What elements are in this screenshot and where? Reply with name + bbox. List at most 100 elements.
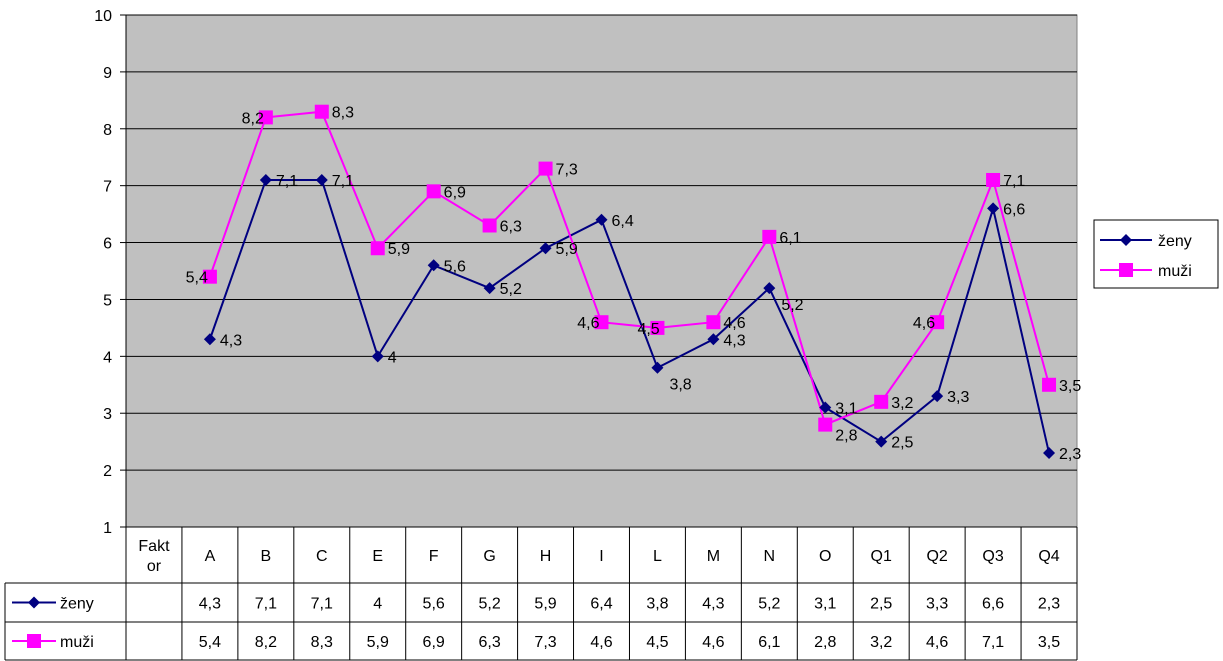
data-label: 4,6 [577,315,599,332]
category-label: F [429,548,439,565]
series-line-zeny [208,178,1051,454]
table-cell: 8,3 [311,634,333,651]
data-point [762,229,777,244]
data-label: 6,3 [500,218,522,235]
data-point [763,282,776,295]
data-point [426,184,441,199]
table-cell: 3,3 [926,596,948,613]
table-cell: 7,1 [255,596,277,613]
category-label: E [372,548,383,565]
category-label: or [147,558,162,575]
table-cell: 4,3 [702,596,724,613]
table-cell: 2,5 [870,596,892,613]
y-tick-label: 1 [103,520,112,537]
data-label: 4,5 [637,321,659,338]
data-label: 6,6 [1003,201,1025,218]
table-cell: 5,9 [367,634,389,651]
y-tick-label: 7 [103,179,112,196]
data-point [650,320,665,335]
category-label: O [819,548,831,565]
data-label: 4,6 [723,315,745,332]
data-label: 3,2 [891,395,913,412]
data-label: 2,8 [835,428,857,445]
data-point [930,315,945,330]
category-label: A [205,548,216,565]
category-label: Q2 [926,548,947,565]
table-cell: 4,3 [199,596,221,613]
data-point [427,259,440,272]
table-cell: 5,4 [199,634,221,651]
y-tick-label: 3 [103,406,112,423]
data-label: 7,1 [1003,173,1025,190]
category-label: Fakt [138,538,170,555]
table-series-name: ženy [60,596,94,613]
data-label: 5,2 [781,297,803,314]
category-label: Q3 [982,548,1003,565]
data-label: 4,6 [913,315,935,332]
table-cell: 6,1 [758,634,780,651]
table-series-name: muži [60,634,94,651]
category-label: I [599,548,603,565]
y-tick-label: 8 [103,122,112,139]
data-point [874,394,889,409]
table-cell: 5,9 [534,596,556,613]
data-point [875,435,888,448]
data-point [482,218,497,233]
legend-label: muži [1158,263,1192,280]
category-label: G [483,548,495,565]
table-cell: 6,4 [590,596,612,613]
data-label: 7,1 [276,173,298,190]
data-label: 8,3 [332,105,354,122]
table-cell: 5,6 [423,596,445,613]
table-cell: 3,8 [646,596,668,613]
y-tick-label: 6 [103,236,112,253]
legend-marker [1119,263,1133,277]
data-label: 7,1 [332,173,354,190]
y-tick-label: 9 [103,65,112,82]
data-point [203,333,216,346]
data-label: 5,2 [500,281,522,298]
data-label: 8,2 [242,110,264,127]
data-point [483,282,496,295]
data-point [707,333,720,346]
table-cell: 6,6 [982,596,1004,613]
table-cell: 2,3 [1038,596,1060,613]
y-tick-label: 5 [103,292,112,309]
data-point [1042,377,1057,392]
category-label: C [316,548,328,565]
table-cell: 3,5 [1038,634,1060,651]
table-legend-marker [27,634,41,648]
data-label: 2,3 [1059,446,1081,463]
data-point [987,202,1000,215]
data-point [1043,447,1056,460]
y-axis: 1 2 3 4 5 6 7 8 9 10 [94,8,127,537]
table-cell: 4,5 [646,634,668,651]
data-point [314,104,329,119]
plot-area [125,14,1078,528]
table-cell: 7,1 [311,596,333,613]
category-label: M [707,548,720,565]
category-label: Q4 [1038,548,1059,565]
data-label: 6,9 [444,184,466,201]
data-label: 5,6 [444,258,466,275]
data-label: 5,9 [388,241,410,258]
data-label: 5,9 [556,241,578,258]
y-tick-label: 4 [103,349,112,366]
data-label: 2,5 [891,435,913,452]
y-tick-label: 2 [103,463,112,480]
table-cell: 3,2 [870,634,892,651]
table-cell: 2,8 [814,634,836,651]
table-cell: 6,3 [478,634,500,651]
table-cell: 5,2 [758,596,780,613]
data-point [819,401,832,414]
legend: ženy muži [1093,219,1219,289]
data-point [651,361,664,374]
legend-marker [1120,234,1132,246]
gridlines [126,14,1077,471]
series-line-muzi [208,110,1050,426]
y-tick-label: 10 [94,8,112,25]
table-cell: 7,1 [982,634,1004,651]
data-label: 5,4 [186,270,208,287]
data-point [538,161,553,176]
